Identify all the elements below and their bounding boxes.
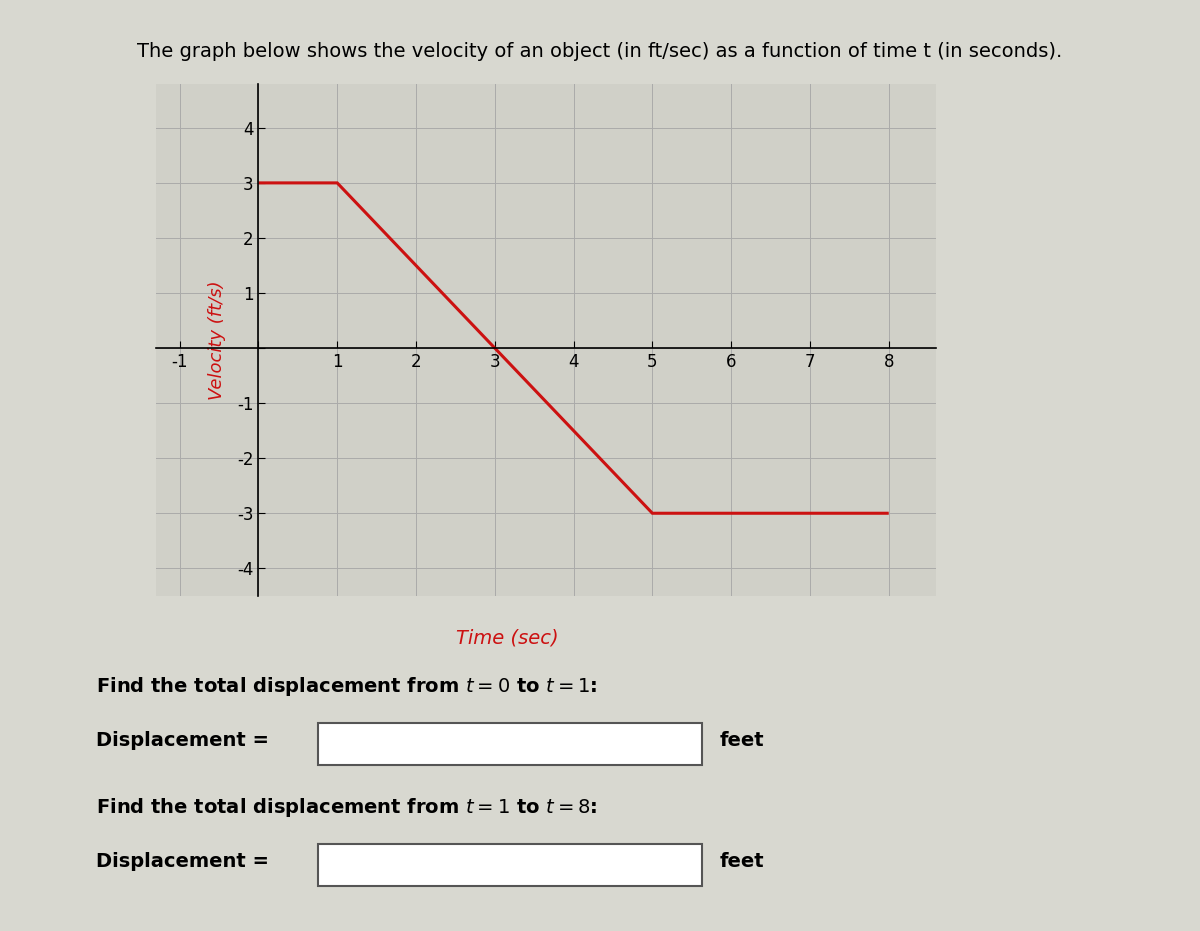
Text: The graph below shows the velocity of an object (in ft/sec) as a function of tim: The graph below shows the velocity of an…: [137, 42, 1063, 61]
Text: Time (sec): Time (sec): [456, 628, 558, 647]
Text: Find the total displacement from $t = 0$ to $t = 1$:: Find the total displacement from $t = 0$…: [96, 675, 598, 698]
Y-axis label: Velocity (ft/s): Velocity (ft/s): [208, 280, 226, 399]
Text: Find the total displacement from $t = 1$ to $t = 8$:: Find the total displacement from $t = 1$…: [96, 796, 598, 819]
Text: Displacement =: Displacement =: [96, 852, 269, 870]
Text: feet: feet: [720, 852, 764, 870]
Text: feet: feet: [720, 731, 764, 749]
Text: Displacement =: Displacement =: [96, 731, 269, 749]
